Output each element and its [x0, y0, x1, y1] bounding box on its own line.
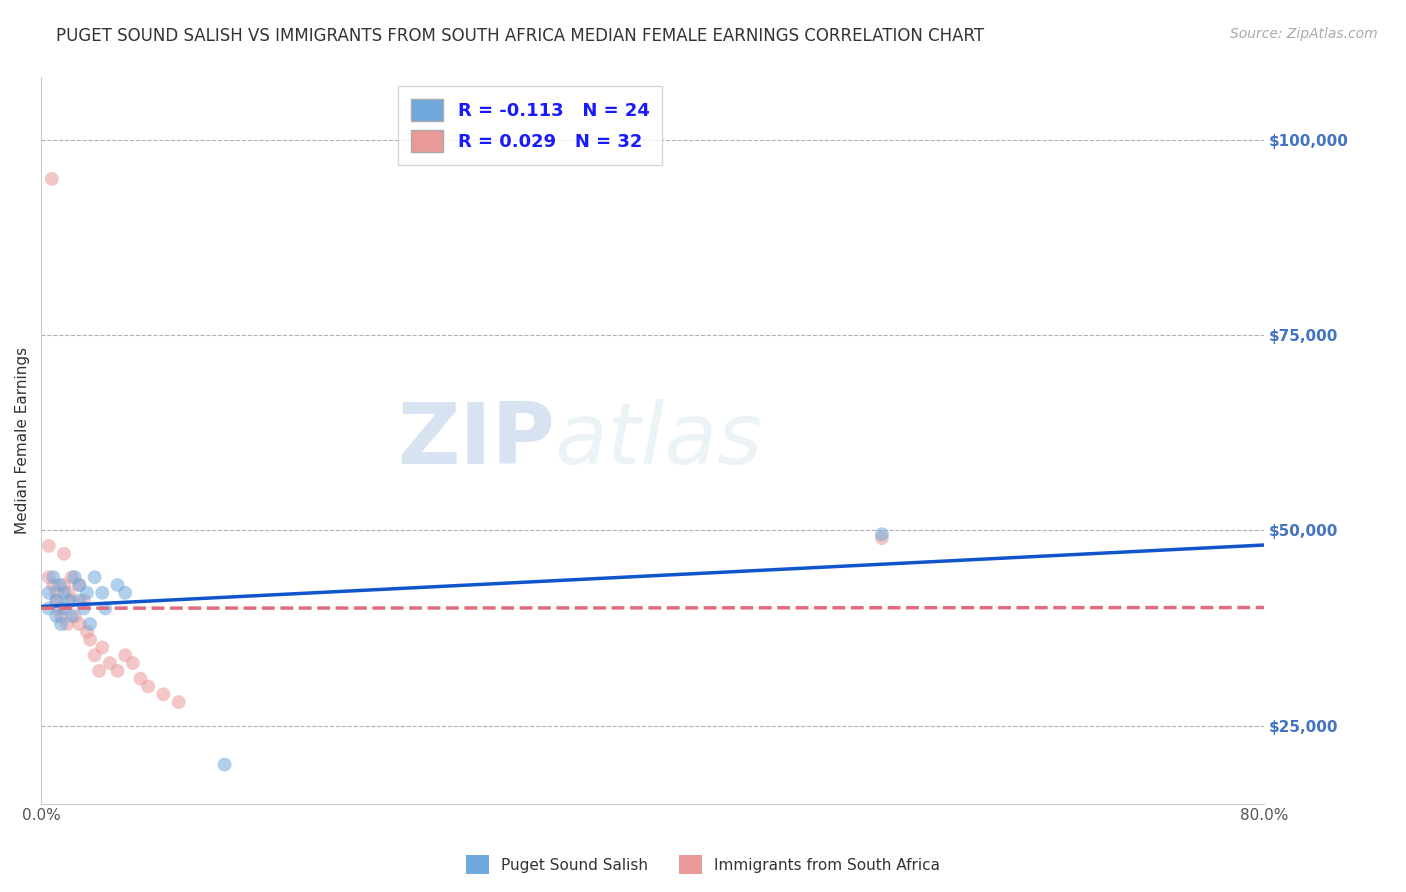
- Point: [73, 601, 96, 615]
- Point: [49, 617, 72, 632]
- Point: [76, 624, 98, 639]
- Legend: R = -0.113   N = 24, R = 0.029   N = 32: R = -0.113 N = 24, R = 0.029 N = 32: [398, 87, 662, 165]
- Legend: Puget Sound Salish, Immigrants from South Africa: Puget Sound Salish, Immigrants from Sout…: [460, 849, 946, 880]
- Point: [42, 578, 65, 592]
- Point: [53, 578, 76, 592]
- Point: [56, 617, 79, 632]
- Point: [60, 593, 83, 607]
- Point: [48, 601, 70, 615]
- Point: [67, 593, 90, 607]
- Point: [167, 695, 190, 709]
- Point: [67, 578, 90, 592]
- Point: [42, 570, 65, 584]
- Point: [38, 586, 60, 600]
- Point: [107, 664, 129, 678]
- Point: [41, 172, 63, 186]
- Point: [63, 609, 86, 624]
- Text: ZIP: ZIP: [396, 399, 555, 482]
- Point: [91, 586, 114, 600]
- Point: [870, 527, 893, 541]
- Point: [98, 656, 121, 670]
- Point: [53, 586, 76, 600]
- Point: [67, 578, 90, 592]
- Point: [79, 617, 101, 632]
- Point: [91, 640, 114, 655]
- Point: [45, 586, 67, 600]
- Point: [53, 601, 76, 615]
- Point: [49, 609, 72, 624]
- Point: [83, 648, 105, 663]
- Point: [38, 570, 60, 584]
- Point: [63, 570, 86, 584]
- Text: PUGET SOUND SALISH VS IMMIGRANTS FROM SOUTH AFRICA MEDIAN FEMALE EARNINGS CORREL: PUGET SOUND SALISH VS IMMIGRANTS FROM SO…: [56, 27, 984, 45]
- Point: [129, 672, 152, 686]
- Point: [114, 586, 136, 600]
- Point: [48, 578, 70, 592]
- Point: [89, 664, 111, 678]
- Point: [60, 570, 83, 584]
- Point: [94, 601, 117, 615]
- Point: [45, 593, 67, 607]
- Point: [38, 601, 60, 615]
- Point: [45, 593, 67, 607]
- Point: [45, 609, 67, 624]
- Point: [73, 593, 96, 607]
- Point: [107, 578, 129, 592]
- Point: [152, 687, 174, 701]
- Text: atlas: atlas: [555, 399, 763, 482]
- Point: [79, 632, 101, 647]
- Point: [60, 609, 83, 624]
- Point: [58, 593, 80, 607]
- Point: [136, 680, 159, 694]
- Point: [114, 648, 136, 663]
- Point: [58, 586, 80, 600]
- Point: [121, 656, 143, 670]
- Point: [214, 757, 236, 772]
- Text: Source: ZipAtlas.com: Source: ZipAtlas.com: [1230, 27, 1378, 41]
- Point: [67, 617, 90, 632]
- Y-axis label: Median Female Earnings: Median Female Earnings: [15, 347, 30, 534]
- Point: [38, 539, 60, 553]
- Point: [53, 547, 76, 561]
- Point: [83, 570, 105, 584]
- Point: [870, 531, 893, 545]
- Point: [76, 586, 98, 600]
